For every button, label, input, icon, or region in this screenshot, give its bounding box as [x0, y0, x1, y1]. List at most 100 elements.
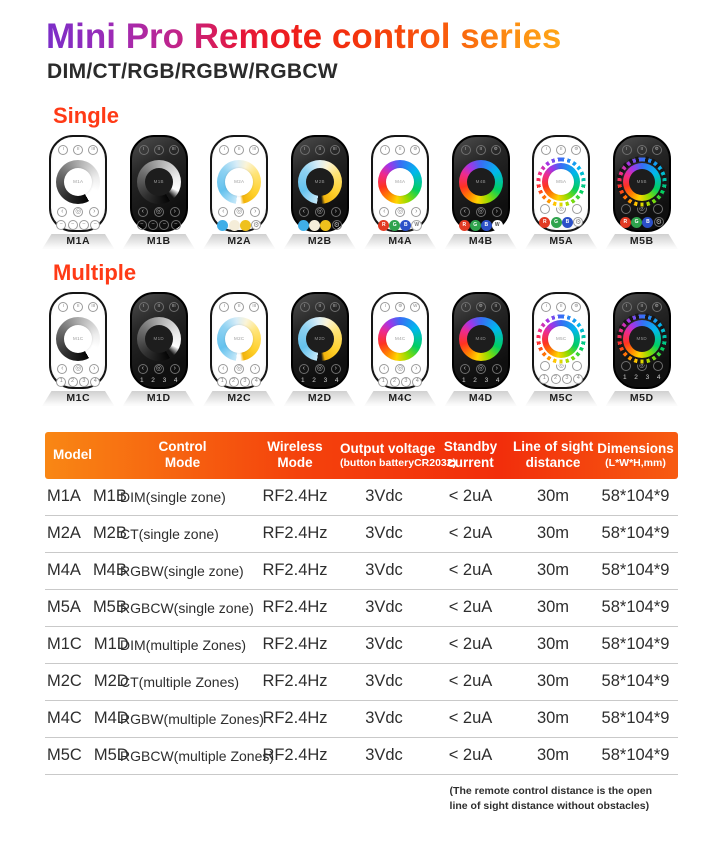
zone-button: 4: [412, 376, 423, 387]
scene-button-icon: ∽: [136, 219, 147, 230]
preset-button: I: [58, 144, 69, 155]
model-cell: M4C M4D: [45, 709, 129, 728]
bottom-button-row: R G B ⚙: [619, 216, 664, 228]
wireless-mode-cell: RF2.4Hz: [262, 709, 328, 728]
rgb-button-r: R: [539, 216, 551, 228]
remote-pedestal: M5D: [605, 390, 678, 406]
dimensions-cell: 58*104*9: [601, 635, 670, 654]
remote-model-label: M2A: [227, 235, 252, 248]
output-voltage-cell: 3Vdc: [365, 561, 403, 580]
preset-button: III: [249, 301, 260, 312]
model-cell: M2A M2B: [45, 524, 127, 543]
preset-button: II: [636, 144, 647, 155]
remote-body: I ⚙ II M4D ‹ ◎ › 1 2 3 4: [451, 291, 510, 389]
preset-button: I: [219, 301, 230, 312]
model-b: M1D: [93, 635, 129, 654]
remote-model-label: M5A: [549, 235, 574, 248]
remote-model-label: M2D: [307, 392, 332, 405]
preset-button: II: [73, 144, 84, 155]
model-b: M5B: [92, 598, 127, 617]
middle-button-row: ◎: [540, 360, 583, 371]
remote-pedestal: M4A: [364, 233, 437, 249]
preset-button: II: [490, 301, 501, 312]
remote-pedestal: M4B: [444, 233, 517, 249]
remote-m2d: I II III M2D ‹ ◎ › 1 2 3 4 M2D: [280, 291, 361, 406]
remote-sections: Single I II III M1A ‹ ◎ › ∽ ∽ ∽ ∽ M1A I II III M1B ‹ ◎ › ∽ ∽ ∽…: [0, 103, 720, 406]
model-b: M4D: [93, 709, 129, 728]
top-button-row: I II III: [299, 301, 340, 312]
power-icon: ◎: [395, 363, 406, 374]
ct-color-dial-icon: M2B: [297, 159, 342, 204]
preset-button: II: [153, 144, 164, 155]
remote-pedestal: M1C: [42, 390, 115, 406]
remote-model-label: M4C: [388, 392, 413, 405]
middle-button-row: ‹ ◎ ›: [137, 363, 180, 374]
zone-button: 3: [78, 376, 89, 387]
page-title: Mini Pro Remote control series: [46, 16, 561, 59]
control-mode-cell: RGBCW(multiple Zones): [120, 747, 275, 764]
gear-icon: ⚙: [475, 301, 486, 312]
dim-color-dial-icon: M1C: [56, 316, 101, 361]
preset-button: I: [299, 301, 310, 312]
remote-m5a: I II ⚙ M5A ◎ R G B ⚙ M5A: [521, 134, 602, 249]
table-row: M5C M5D RGBCW(multiple Zones) RF2.4Hz 3Vdc < …: [45, 738, 678, 775]
footnote-line-2: line of sight distance without obstacles…: [449, 799, 650, 812]
zone-button: 1: [622, 374, 627, 382]
scene-button-icon: ∽: [90, 219, 101, 230]
preset-button: II: [314, 144, 325, 155]
model-cell: M1C M1D: [45, 635, 129, 654]
rgbcw-color-dial-icon: M5A: [542, 162, 581, 201]
preset-button: I: [460, 301, 471, 312]
preset-button: II: [475, 144, 486, 155]
rgbcw-color-dial-icon: M5D: [622, 319, 661, 358]
gear-icon: ⚙: [651, 301, 662, 312]
preset-button: II: [234, 144, 245, 155]
remote-body: I II ⚙ M5D ◎ 1 2 3 4: [612, 291, 671, 389]
control-mode-cell: DIM(multiple Zones): [120, 636, 247, 653]
column-header-line1: Dimensions: [597, 440, 674, 456]
remote-pedestal: M2D: [283, 390, 356, 406]
rgb-color-dial-icon: M4D: [458, 316, 503, 361]
remote-pedestal: M2C: [203, 390, 276, 406]
rgb-button-g: G: [469, 219, 481, 231]
ct-color-dial-icon: M2D: [297, 316, 342, 361]
distance-cell: 30m: [536, 635, 570, 654]
remote-body: I II III M1A ‹ ◎ › ∽ ∽ ∽ ∽: [49, 134, 108, 232]
preset-button: I: [541, 301, 552, 312]
remote-pedestal: M1B: [122, 233, 195, 249]
power-icon: ◎: [234, 206, 245, 217]
color-wheel-icon: [572, 360, 583, 371]
remote-m2a: I II III M2A ‹ ◎ › ⚙ M2A: [199, 134, 280, 249]
preset-button: II: [73, 301, 84, 312]
preset-button: II: [636, 301, 647, 312]
rgb-color-dial-icon: M4A: [378, 159, 423, 204]
color-wheel-icon: [652, 203, 663, 214]
distance-cell: 30m: [536, 746, 570, 765]
gear-icon: ⚙: [653, 217, 664, 228]
output-voltage-cell: 3Vdc: [365, 709, 403, 728]
scene-button-icon: ∽: [78, 219, 89, 230]
model-b: M5D: [93, 746, 129, 765]
preset-button: W: [410, 301, 421, 312]
middle-button-row: ‹ ◎ ›: [379, 363, 422, 374]
dial-center-label: M4C: [386, 324, 415, 353]
wireless-mode-cell: RF2.4Hz: [262, 635, 328, 654]
remote-body: I II III M2A ‹ ◎ › ⚙: [210, 134, 269, 232]
middle-button-row: ‹ ◎ ›: [57, 206, 100, 217]
zone-button: 1: [461, 377, 466, 385]
standby-current-cell: < 2uA: [448, 672, 493, 691]
zone-button: 4: [656, 374, 661, 382]
remote-body: I II ⚙ M5B ◎ R G B ⚙: [612, 134, 671, 232]
column-header: Standby current: [428, 439, 513, 471]
table-row: M1C M1D DIM(multiple Zones) RF2.4Hz 3Vdc < 2u…: [45, 627, 678, 664]
top-button-row: I ⚙ W: [380, 301, 421, 312]
arrow-left-icon: ‹: [137, 363, 148, 374]
remote-pedestal: M4D: [444, 390, 517, 406]
column-header-line2: Mode: [277, 455, 313, 471]
ct-dot-icon: [228, 219, 240, 231]
middle-button-row: ‹ ◎ ›: [459, 206, 502, 217]
rgb-button-g: G: [550, 216, 562, 228]
zone-button: 1: [139, 377, 144, 385]
